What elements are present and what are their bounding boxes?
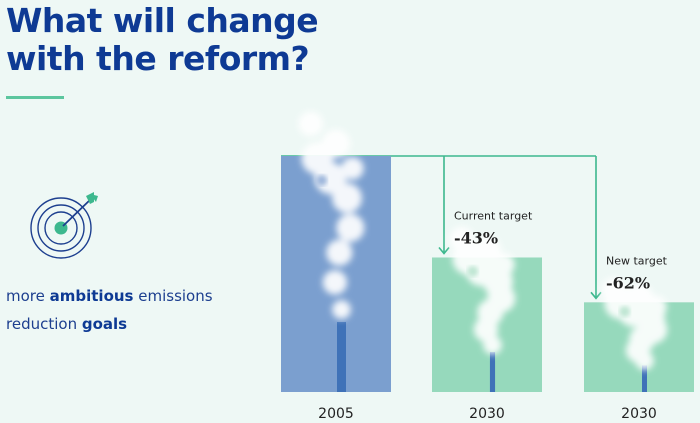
goal-mid: emissions (133, 287, 213, 305)
annotation-value-1: -62% (606, 273, 650, 292)
smoke-icon (449, 226, 516, 355)
chimney-icon (337, 322, 346, 392)
bar-0 (281, 111, 391, 392)
page-title: What will change with the reform? (6, 1, 319, 78)
goal-text: more ambitious emissions reduction goals (6, 282, 246, 338)
category-label-1: 2030 (469, 406, 505, 422)
goal-line2: reduction (6, 315, 82, 333)
goal-bold-goals: goals (81, 315, 128, 333)
category-label-0: 2005 (318, 406, 354, 422)
annotation-label-0: Current target (454, 209, 533, 222)
arrow-icon (62, 192, 98, 227)
chimney-icon (489, 352, 496, 392)
chimney-icon (642, 365, 647, 392)
title-underline (6, 96, 64, 99)
title-line-1: What will change (6, 1, 319, 40)
bar-2 (584, 277, 694, 392)
annotation-label-1: New target (606, 254, 668, 267)
connector-arrow-1 (590, 156, 602, 300)
bar-1 (432, 226, 542, 392)
goal-prefix: more (6, 287, 50, 305)
title-line-2: with the reform? (6, 39, 310, 78)
connector-arrow-0 (438, 156, 450, 255)
category-label-2: 2030 (621, 406, 657, 422)
annotation-value-0: -43% (454, 228, 498, 247)
target-icon (30, 192, 98, 259)
goal-bold-ambitious: ambitious (49, 287, 134, 305)
smoke-icon (298, 111, 365, 319)
